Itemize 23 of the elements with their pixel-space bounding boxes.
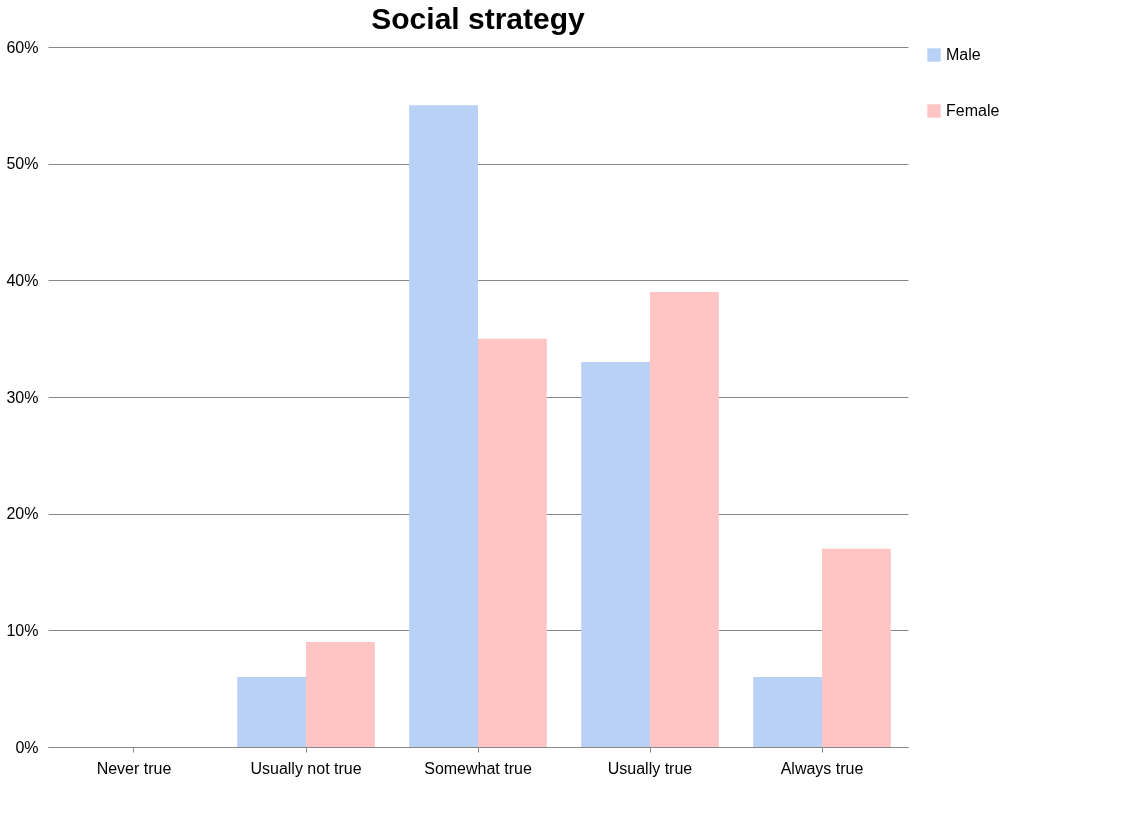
y-tick-label: 20% [6,505,39,523]
y-tick-label: 0% [15,738,39,756]
bar [478,338,547,747]
bar [650,292,719,747]
x-tick-label: Somewhat true [424,759,532,777]
bar [237,677,306,747]
y-tick-label: 30% [6,388,39,406]
bar [306,642,375,747]
chart-title: Social strategy [371,2,586,35]
bar [581,362,650,747]
legend-label: Female [946,102,1000,119]
bar [822,548,891,747]
y-tick-label: 60% [6,38,39,56]
bar [753,677,822,747]
x-tick-label: Usually not true [250,759,362,777]
legend-label: Male [946,46,981,63]
bar [409,105,478,747]
y-tick-label: 40% [6,271,39,289]
x-tick-label: Never true [96,759,172,777]
x-tick-label: Usually true [607,759,693,777]
x-tick-label: Always true [780,759,864,777]
y-tick-label: 50% [6,155,39,173]
y-tick-label: 10% [6,621,39,639]
